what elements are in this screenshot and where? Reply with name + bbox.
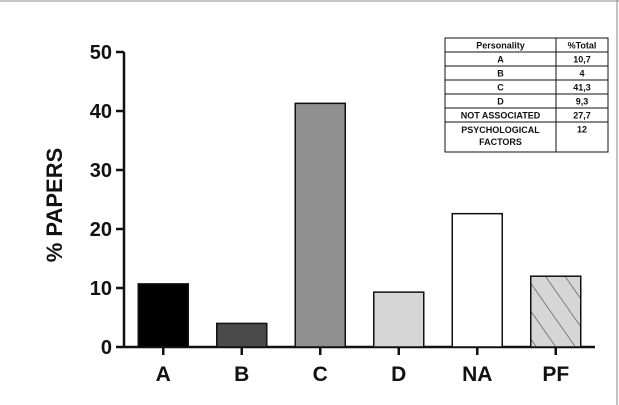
bar-d xyxy=(373,291,425,348)
table-cell: 9,3 xyxy=(576,97,589,107)
bar-c xyxy=(294,102,346,348)
y-tick-label: 0 xyxy=(101,337,112,359)
table-header-cell: Personality xyxy=(476,41,525,51)
axes: 0 10 20 30 40 50 xyxy=(90,42,595,359)
x-tick-label: D xyxy=(391,363,406,386)
summary-table: Personality %Total A 10,7 B 4 C 41,3 D 9,3 NOT ASS… xyxy=(444,37,609,153)
table-header-cell: %Total xyxy=(568,41,597,51)
table-cell: NOT ASSOCIATED xyxy=(461,111,541,121)
table-cell: B xyxy=(497,69,504,79)
x-tick-label: A xyxy=(156,363,171,386)
table-cell: 27,7 xyxy=(573,111,591,121)
x-tick-label: NA xyxy=(462,363,492,386)
table-cell: A xyxy=(497,55,504,65)
table-border xyxy=(444,37,609,153)
table-cell: 4 xyxy=(579,69,584,79)
table-cell: D xyxy=(497,97,504,107)
bar-pf xyxy=(530,275,582,348)
table-cell: 12 xyxy=(577,125,587,135)
x-tick-label: PF xyxy=(542,363,569,386)
bar-b xyxy=(216,322,268,348)
y-tick-label: 10 xyxy=(90,278,112,300)
table-cell: C xyxy=(497,83,504,93)
table-cell: 41,3 xyxy=(573,83,591,93)
y-axis-title: % PAPERS xyxy=(42,148,67,263)
bars: A B C D NA PF xyxy=(137,102,582,386)
x-tick-label: B xyxy=(234,363,249,386)
x-tick-label: C xyxy=(313,363,328,386)
table-cell: 10,7 xyxy=(573,55,591,65)
y-tick-label: 40 xyxy=(90,101,112,123)
y-tick-label: 30 xyxy=(90,160,112,182)
table-cell: PSYCHOLOGICAL FACTORS xyxy=(461,125,540,147)
y-tick-label: 50 xyxy=(90,42,112,64)
bar-na xyxy=(451,212,503,348)
y-tick-label: 20 xyxy=(90,219,112,241)
bar-a xyxy=(137,283,189,348)
